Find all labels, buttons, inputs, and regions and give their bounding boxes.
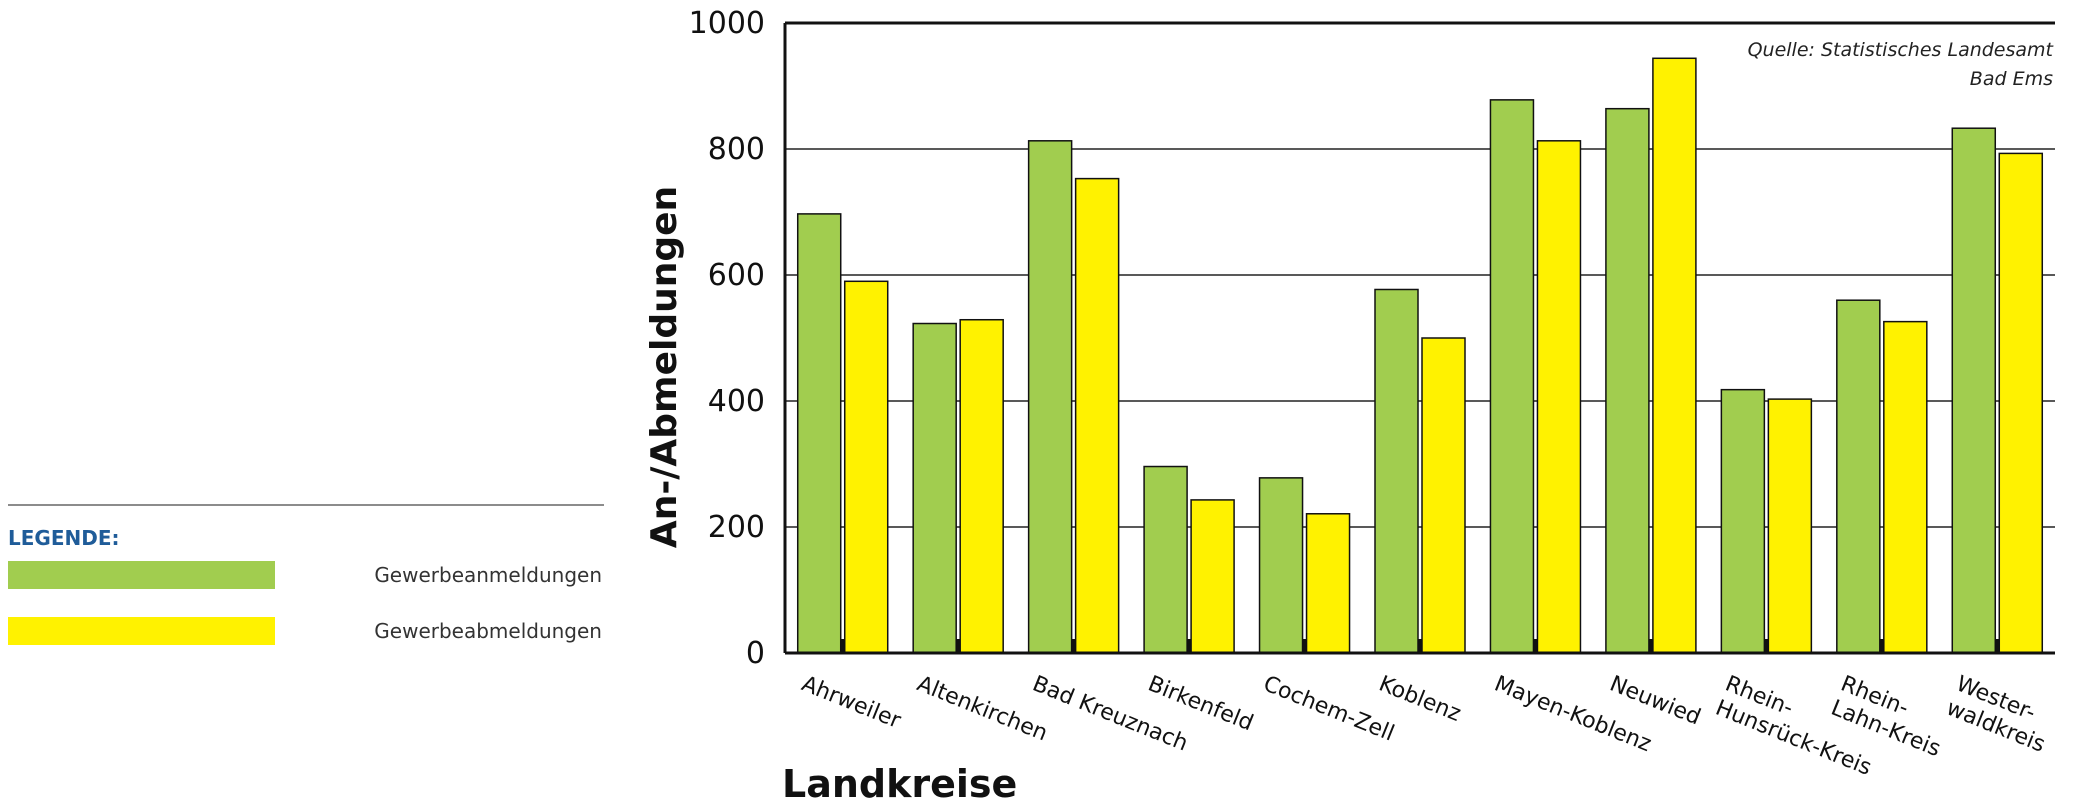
y-tick-label: 1000: [689, 6, 765, 41]
y-tick-label: 600: [708, 258, 765, 293]
bars: [796, 57, 2044, 654]
x-tick-label: Koblenz: [1375, 672, 1464, 727]
y-tick-label: 400: [708, 384, 765, 419]
bar-anmeldungen: [1374, 288, 1419, 654]
bar-abmeldungen: [843, 280, 889, 654]
legend-label-abmeldungen: Gewerbeabmeldungen: [374, 619, 602, 643]
bar-abmeldungen: [1536, 140, 1582, 654]
y-tick-label: 0: [746, 636, 765, 671]
bar-abmeldungen: [1305, 513, 1351, 654]
x-axis-label: Landkreise: [782, 762, 1017, 799]
legend-swatch-yellow: [8, 617, 275, 645]
bar-anmeldungen: [796, 213, 842, 654]
x-tick-label-line: Koblenz: [1375, 672, 1464, 727]
y-tick-label: 200: [708, 510, 765, 545]
legend-label-anmeldungen: Gewerbeanmeldungen: [374, 563, 602, 587]
bar-abmeldungen: [1652, 57, 1697, 654]
x-tick-label-line: Ahrweiler: [798, 672, 905, 735]
bar-anmeldungen: [1027, 140, 1073, 654]
x-tick-label: Ahrweiler: [798, 672, 905, 735]
bar-anmeldungen: [1489, 99, 1535, 654]
source-line-1: Quelle: Statistisches Landesamt: [1748, 39, 2055, 61]
legend-title: LEGENDE:: [8, 526, 119, 550]
bar-anmeldungen: [1836, 299, 1881, 654]
bar-anmeldungen: [1605, 107, 1650, 654]
bar-anmeldungen: [1143, 465, 1188, 654]
y-tick-label: 800: [708, 132, 765, 167]
source-line-2: Bad Ems: [1970, 68, 2053, 90]
bar-anmeldungen: [912, 322, 957, 654]
x-tick-label: Cochem-Zell: [1260, 672, 1398, 747]
bar-anmeldungen: [1951, 127, 1997, 654]
x-tick-label-line: Cochem-Zell: [1260, 672, 1398, 747]
bar-abmeldungen: [959, 318, 1004, 654]
x-tick-label: Wester-waldkreis: [1943, 672, 2059, 758]
bar-abmeldungen: [1883, 320, 1928, 654]
y-axis-label: An-/Abmeldungen: [644, 186, 685, 548]
legend: LEGENDE: Gewerbeanmeldungen Gewerbeabmel…: [8, 504, 604, 645]
bar-abmeldungen: [1074, 177, 1120, 654]
x-tick-label: Altenkirchen: [913, 672, 1051, 747]
bar-abmeldungen: [1998, 152, 2044, 654]
bar-abmeldungen: [1767, 398, 1813, 654]
bar-anmeldungen: [1720, 388, 1766, 654]
bar-abmeldungen: [1421, 337, 1466, 654]
bar-anmeldungen: [1258, 477, 1304, 654]
x-tick-label-line: Altenkirchen: [913, 672, 1051, 747]
legend-swatch-green: [8, 561, 275, 589]
y-tick-labels: 0 200 400 600 800 1000: [689, 6, 765, 671]
bar-abmeldungen: [1190, 499, 1235, 654]
axes: [783, 21, 2055, 655]
